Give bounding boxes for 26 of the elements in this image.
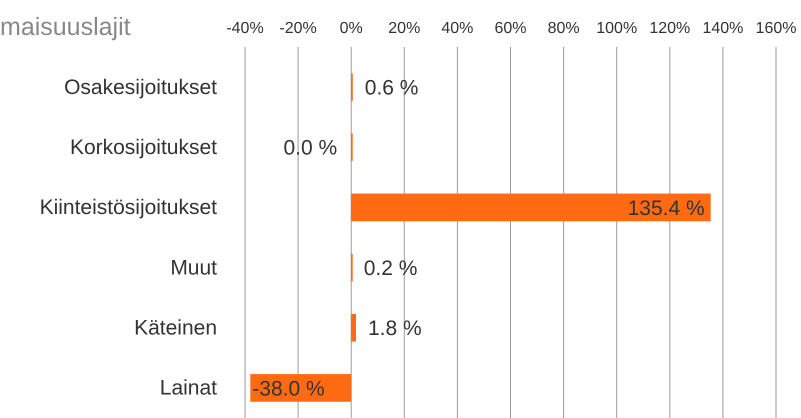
y-tick-label: Kiinteistösijoitukset <box>40 196 218 220</box>
bar <box>351 194 711 222</box>
chart-title: maisuuslajit <box>0 13 131 41</box>
data-label: 1.8 % <box>368 317 422 340</box>
x-tick-label: 0% <box>340 20 363 37</box>
x-tick-label: 120% <box>649 20 690 37</box>
x-tick-label: -40% <box>226 20 264 37</box>
x-tick-label: 100% <box>596 20 638 37</box>
x-tick-label: 80% <box>548 20 580 37</box>
data-label: 0.2 % <box>364 256 418 280</box>
data-label: 0.0 % <box>283 136 338 160</box>
x-tick-label: 140% <box>702 20 744 37</box>
y-tick-label: Osakesijoitukset <box>64 76 218 99</box>
x-tick-label: 40% <box>441 20 474 37</box>
y-tick-label: Käteinen <box>134 316 217 340</box>
data-label: -38.0 % <box>252 377 325 400</box>
y-tick-label: Korkosijoitukset <box>70 136 218 159</box>
y-tick-label: Muut <box>170 256 218 280</box>
y-tick-label: Lainat <box>160 376 218 400</box>
x-tick-label: 160% <box>756 20 796 37</box>
data-label: 0.6 % <box>364 76 418 100</box>
x-tick-label: 60% <box>494 20 527 37</box>
x-tick-label: -20% <box>279 20 317 37</box>
x-tick-label: 20% <box>388 20 420 37</box>
bar <box>351 314 356 342</box>
data-label: 135.4 % <box>628 196 705 220</box>
